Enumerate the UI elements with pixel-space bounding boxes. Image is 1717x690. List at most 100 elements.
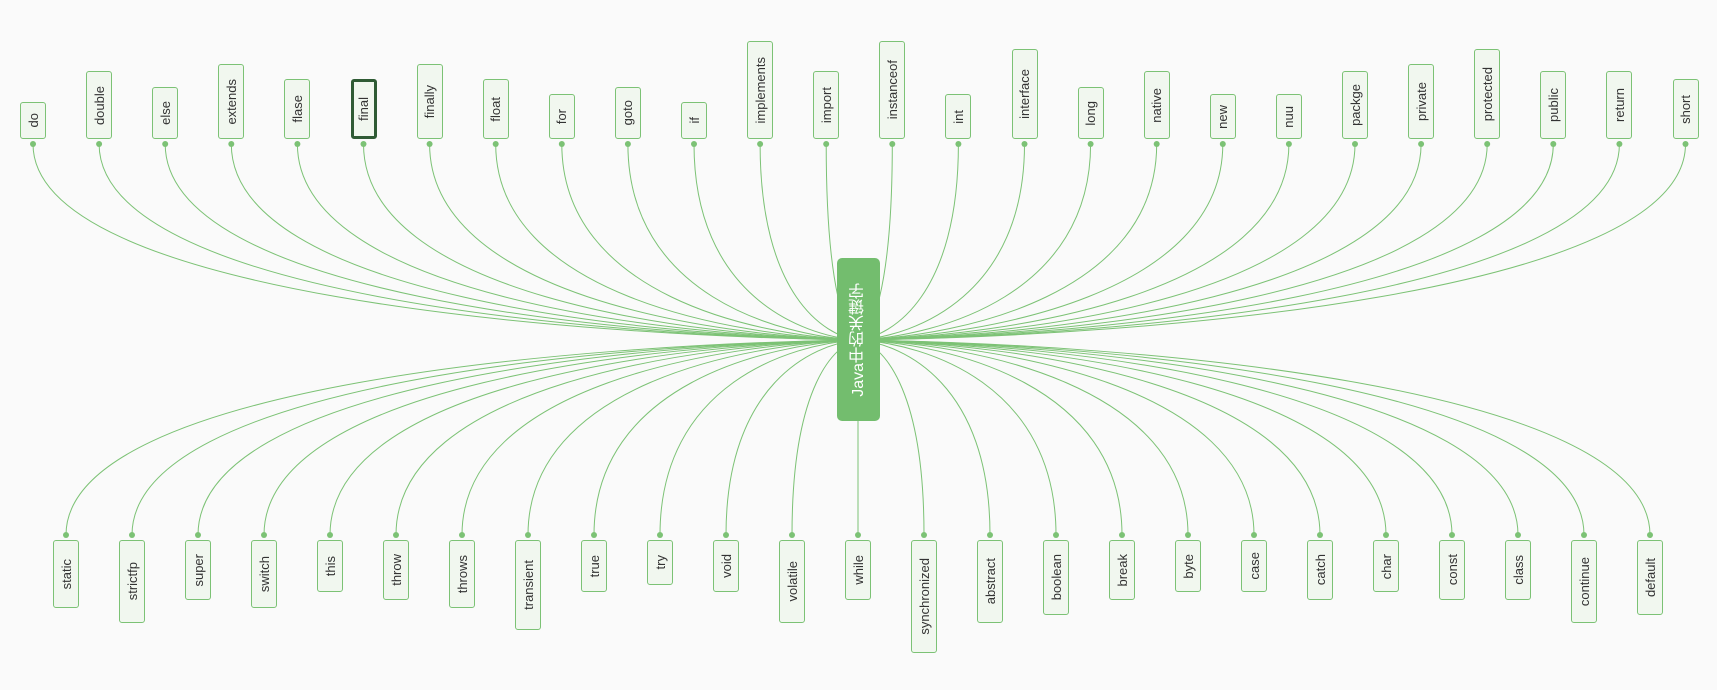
keyword-node-nuu[interactable]: nuu (1275, 94, 1302, 139)
keyword-node-native[interactable]: native (1143, 71, 1170, 139)
connector-edge (527, 339, 859, 536)
keyword-node-extends[interactable]: extends (218, 63, 245, 139)
connector-dot (823, 141, 830, 147)
connector-dot (1647, 532, 1653, 538)
keyword-node-while[interactable]: while (845, 540, 871, 600)
keyword-node-flase[interactable]: flase (284, 79, 311, 139)
keyword-node-case[interactable]: case (1241, 540, 1267, 593)
connector-edge (495, 143, 859, 341)
connector-edge (857, 143, 1025, 341)
keyword-node-float[interactable]: float (482, 79, 509, 139)
keyword-node-boolean[interactable]: boolean (1043, 540, 1069, 616)
connector-edge (131, 339, 859, 536)
keyword-node-goto[interactable]: goto (614, 86, 641, 139)
keyword-node-class[interactable]: class (1505, 540, 1531, 600)
connector-dot (657, 532, 663, 538)
keyword-node-throws[interactable]: throws (449, 540, 475, 608)
connector-dot (955, 141, 962, 147)
keyword-label: flase (289, 95, 305, 123)
keyword-node-final[interactable]: final (350, 79, 377, 139)
keyword-node-implements[interactable]: implements (747, 41, 774, 139)
keyword-node-import[interactable]: import (813, 71, 840, 139)
connector-dot (1021, 141, 1028, 147)
keyword-label: break (1114, 553, 1130, 587)
connector-edge (395, 339, 859, 536)
keyword-node-const[interactable]: const (1439, 540, 1465, 600)
connector-edge (857, 143, 1554, 341)
connector-dot (691, 141, 697, 147)
connector-dot (195, 532, 201, 538)
connector-edge (857, 143, 1224, 341)
keyword-node-abstract[interactable]: abstract (977, 540, 1003, 623)
keyword-node-public[interactable]: public (1540, 71, 1567, 139)
keyword-node-transient[interactable]: transient (515, 540, 541, 631)
keyword-node-long[interactable]: long (1077, 86, 1104, 139)
connector-edge (659, 339, 859, 536)
keyword-node-this[interactable]: this (317, 540, 343, 593)
connector-edge (857, 339, 1057, 536)
connector-dot (1053, 532, 1059, 538)
connector-edge (857, 143, 1290, 341)
keyword-node-protected[interactable]: protected (1474, 48, 1501, 139)
keyword-label: new (1215, 104, 1231, 129)
keyword-node-int[interactable]: int (945, 94, 972, 139)
keyword-node-private[interactable]: private (1408, 63, 1435, 139)
connector-edge (857, 339, 1123, 536)
connector-dot (360, 141, 367, 147)
keyword-node-volatile[interactable]: volatile (779, 540, 805, 623)
keyword-node-else[interactable]: else (152, 86, 179, 139)
connector-dot (1185, 532, 1191, 538)
keyword-node-instanceof[interactable]: instanceof (879, 41, 906, 139)
connector-edge (857, 339, 1519, 536)
connector-edge (693, 143, 859, 341)
keyword-node-void[interactable]: void (713, 540, 739, 593)
keyword-node-super[interactable]: super (185, 540, 211, 600)
keyword-node-packge[interactable]: packge (1342, 71, 1368, 139)
keyword-label: volatile (784, 561, 800, 602)
keyword-node-double[interactable]: double (86, 71, 113, 139)
keyword-label: char (1378, 553, 1394, 579)
keyword-node-true[interactable]: true (581, 540, 607, 593)
keyword-node-static[interactable]: static (53, 540, 79, 608)
connector-edge (263, 339, 859, 536)
keyword-node-try[interactable]: try (647, 540, 673, 585)
connector-dot (757, 141, 764, 147)
root-node[interactable]: Java中的关键字 (837, 258, 880, 421)
keyword-node-byte[interactable]: byte (1175, 540, 1201, 593)
connector-dot (889, 141, 896, 147)
keyword-node-if[interactable]: if (681, 101, 707, 139)
connector-dot (1219, 141, 1226, 147)
keyword-node-return[interactable]: return (1606, 71, 1633, 139)
keyword-label: final (356, 97, 371, 121)
keyword-node-do[interactable]: do (20, 101, 46, 139)
connector-dot (1682, 141, 1689, 147)
keyword-node-interface[interactable]: interface (1011, 48, 1038, 139)
connector-dot (459, 532, 465, 538)
connector-edge (857, 339, 1585, 536)
keyword-label: import (818, 87, 834, 124)
keyword-label: class (1510, 555, 1526, 585)
connector-dot (1285, 141, 1292, 147)
keyword-label: return (1611, 88, 1627, 123)
keyword-node-default[interactable]: default (1637, 540, 1663, 616)
keyword-node-switch[interactable]: switch (251, 540, 277, 608)
keyword-node-char[interactable]: char (1373, 540, 1399, 593)
keyword-node-synchronized[interactable]: synchronized (911, 540, 937, 654)
keyword-node-finally[interactable]: finally (416, 63, 443, 139)
keyword-label: void (718, 554, 734, 579)
keyword-label: extends (223, 78, 239, 125)
keyword-node-throw[interactable]: throw (383, 540, 409, 600)
connector-dot (591, 532, 597, 538)
keyword-node-catch[interactable]: catch (1307, 540, 1333, 600)
keyword-node-break[interactable]: break (1109, 540, 1135, 600)
keyword-label: static (58, 558, 74, 589)
keyword-node-continue[interactable]: continue (1571, 540, 1597, 623)
keyword-node-short[interactable]: short (1672, 79, 1699, 139)
keyword-label: byte (1180, 553, 1196, 579)
keyword-node-for[interactable]: for (548, 94, 575, 139)
keyword-node-strictfp[interactable]: strictfp (119, 540, 145, 623)
keyword-node-new[interactable]: new (1209, 94, 1236, 139)
keyword-label: interface (1017, 68, 1032, 119)
